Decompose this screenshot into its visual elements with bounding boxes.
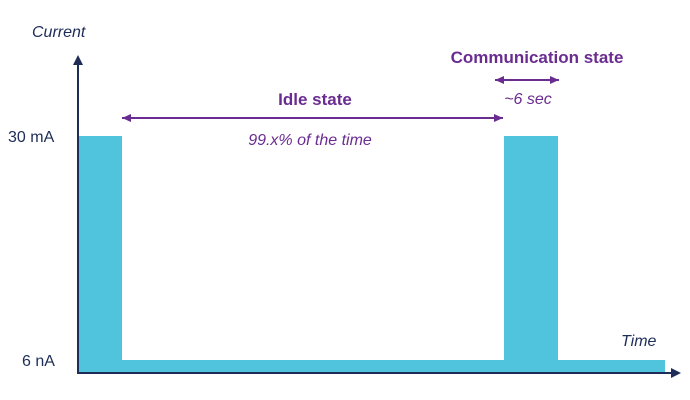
y-tick-label-high: 30 mA	[8, 129, 55, 146]
idle-state-title: Idle state	[278, 90, 352, 109]
communication-state-note: ~6 sec	[504, 91, 552, 108]
y-tick-label-low: 6 nA	[22, 353, 55, 370]
idle-baseline-2	[558, 360, 665, 372]
idle-state-note: 99.x% of the time	[248, 132, 372, 149]
y-axis-label: Current	[32, 24, 86, 41]
communication-state-title: Communication state	[451, 48, 624, 67]
idle-baseline-1	[122, 360, 504, 372]
communication-pulse-1	[78, 136, 122, 372]
communication-pulse-2	[504, 136, 558, 372]
x-axis-label: Time	[621, 333, 657, 350]
